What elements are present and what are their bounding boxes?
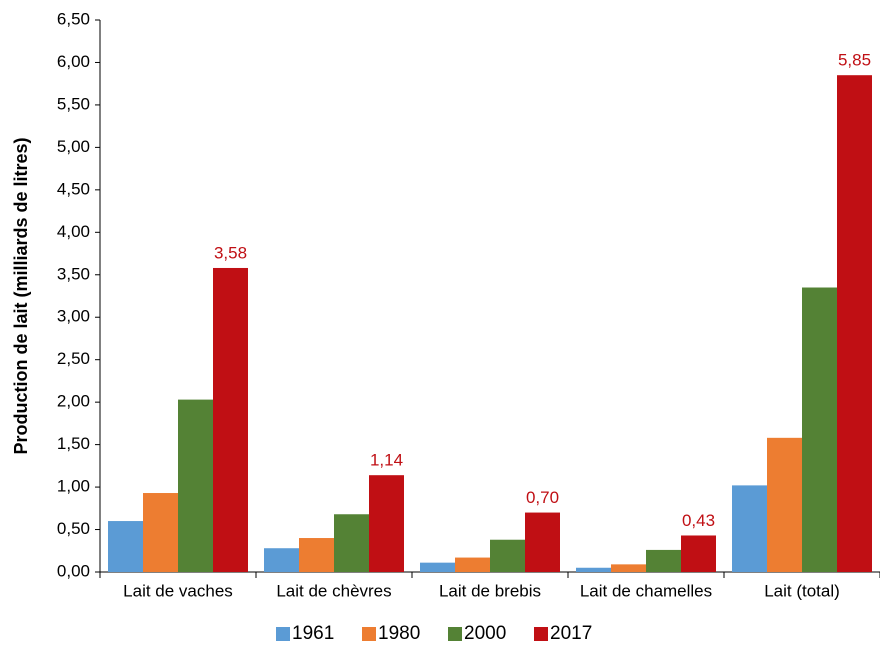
data-label: 5,85 [838, 51, 871, 70]
bar [646, 549, 681, 572]
bar [143, 493, 178, 572]
y-tick-label: 3,50 [57, 264, 90, 283]
bar [213, 267, 248, 572]
y-tick-label: 0,50 [57, 519, 90, 538]
bar [767, 437, 802, 572]
bar [525, 512, 560, 572]
y-tick-label: 2,50 [57, 349, 90, 368]
bar [490, 539, 525, 572]
legend-swatch [534, 627, 548, 641]
y-tick-label: 4,50 [57, 179, 90, 198]
bar [611, 564, 646, 572]
bar [178, 399, 213, 572]
bar [420, 562, 455, 572]
data-label: 1,14 [370, 451, 403, 470]
y-tick-label: 6,00 [57, 52, 90, 71]
bar [369, 475, 404, 572]
data-label: 0,43 [682, 511, 715, 530]
y-tick-label: 0,00 [57, 561, 90, 580]
data-label: 0,70 [526, 488, 559, 507]
y-tick-label: 5,00 [57, 137, 90, 156]
bar [264, 548, 299, 572]
legend-label: 2000 [464, 623, 506, 644]
bar [299, 538, 334, 572]
data-label: 3,58 [214, 243, 247, 262]
legend-swatch [362, 627, 376, 641]
bar [837, 75, 872, 572]
legend-swatch [276, 627, 290, 641]
bar [334, 514, 369, 572]
y-axis-title: Production de lait (milliards de litres) [11, 137, 31, 454]
x-tick-label: Lait de vaches [123, 581, 233, 600]
bar [455, 557, 490, 572]
legend-label: 1980 [378, 623, 420, 644]
y-tick-label: 3,00 [57, 307, 90, 326]
bar [732, 485, 767, 572]
y-tick-label: 1,00 [57, 477, 90, 496]
x-tick-label: Lait de chamelles [580, 581, 712, 600]
bar [681, 535, 716, 572]
bar [108, 521, 143, 572]
y-tick-label: 6,50 [57, 9, 90, 28]
x-tick-label: Lait de chèvres [276, 581, 391, 600]
legend-label: 1961 [292, 623, 334, 644]
bar [802, 287, 837, 572]
x-tick-label: Lait de brebis [439, 581, 541, 600]
x-tick-label: Lait (total) [764, 581, 840, 600]
y-tick-label: 1,50 [57, 434, 90, 453]
y-tick-label: 5,50 [57, 94, 90, 113]
y-tick-label: 4,00 [57, 222, 90, 241]
legend-swatch [448, 627, 462, 641]
legend-label: 2017 [550, 623, 592, 644]
y-tick-label: 2,00 [57, 392, 90, 411]
bar [576, 567, 611, 572]
